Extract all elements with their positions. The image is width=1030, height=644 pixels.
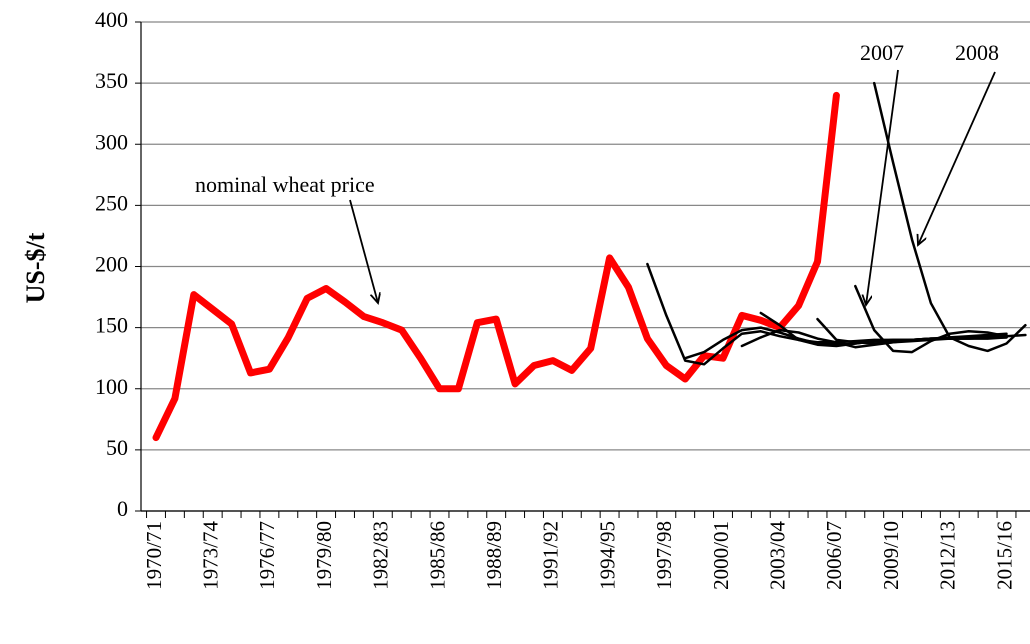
y-tick-label: 100: [95, 374, 128, 399]
x-tick-label: 1988/89: [482, 521, 506, 590]
x-tick-label: 2006/07: [822, 521, 846, 590]
series-line: [646, 262, 1008, 366]
x-tick-label: 2000/01: [709, 521, 733, 590]
arrow: [866, 69, 899, 305]
x-tick-label: 1976/77: [255, 521, 279, 590]
y-tick-label: 400: [95, 7, 128, 32]
series-line: [152, 91, 840, 442]
x-tick-label: 1982/83: [369, 521, 393, 590]
x-tick-label: 1985/86: [425, 521, 449, 590]
y-tick-label: 350: [95, 68, 128, 93]
series-line: [872, 81, 1027, 353]
arrow: [349, 199, 378, 303]
y-axis-label: US-$/t: [21, 232, 50, 303]
x-tick-label: 2015/16: [992, 521, 1016, 590]
y-tick-label: 250: [95, 190, 128, 215]
x-tick-label: 2003/04: [766, 521, 790, 590]
arrow: [918, 71, 996, 245]
lines: [152, 81, 1027, 442]
series-line: [816, 317, 1008, 345]
axes: [135, 21, 1030, 518]
x-tick-label: 1991/92: [539, 521, 563, 590]
annotation: nominal wheat price: [195, 172, 375, 197]
x-tick-label: 1970/71: [142, 521, 166, 590]
annotation: 2007: [860, 40, 904, 65]
x-tick-label: 2012/13: [936, 521, 960, 590]
x-tick-label: 1973/74: [199, 521, 223, 590]
x-tick-label: 1979/80: [312, 521, 336, 590]
y-tick-label: 50: [106, 435, 128, 460]
y-tick-label: 200: [95, 252, 128, 277]
grid: [141, 21, 1030, 512]
y-tick-label: 300: [95, 129, 128, 154]
x-tick-label: 2009/10: [879, 521, 903, 590]
annotation: 2008: [955, 40, 999, 65]
x-tick-label: 1994/95: [595, 521, 619, 590]
x-tick-label: 1997/98: [652, 521, 676, 590]
y-tick-label: 0: [117, 496, 128, 521]
series-line: [854, 284, 1027, 354]
y-tick-label: 150: [95, 313, 128, 338]
